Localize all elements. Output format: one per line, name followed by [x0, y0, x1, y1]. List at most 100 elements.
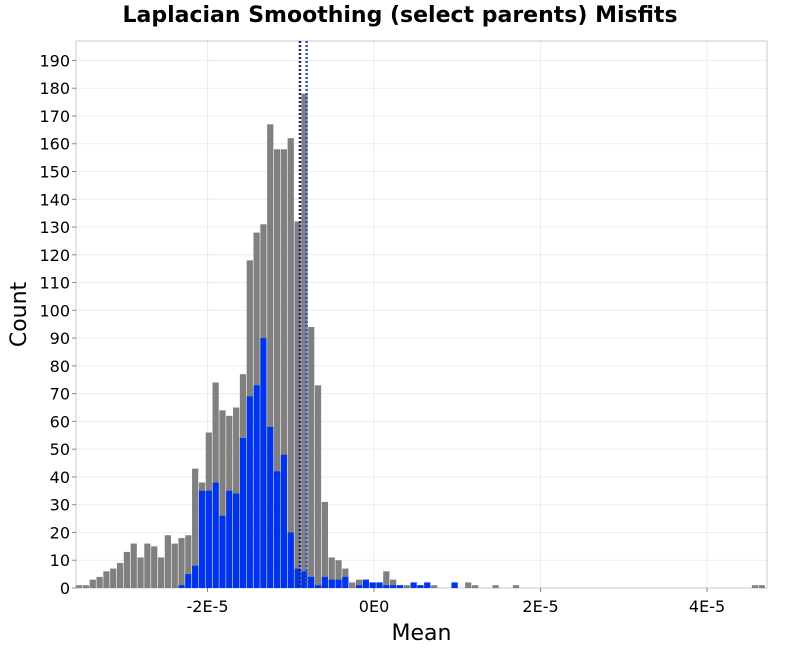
- bar-all: [192, 468, 199, 588]
- bar-selected: [239, 438, 247, 588]
- x-tick-label: 4E-5: [689, 597, 725, 616]
- bar-selected: [294, 568, 301, 588]
- bar-selected: [219, 515, 226, 588]
- bar-selected: [376, 582, 383, 588]
- bar-all: [171, 543, 178, 588]
- y-tick-label: 130: [39, 218, 70, 237]
- y-tick-label: 10: [50, 551, 70, 570]
- y-tick-label: 20: [50, 523, 70, 542]
- bar-all: [321, 501, 328, 588]
- bar-selected: [185, 574, 192, 588]
- series-all-bars: [76, 93, 765, 588]
- bar-selected: [301, 571, 308, 588]
- x-tick-label: 2E-5: [522, 597, 558, 616]
- bar-selected: [233, 493, 240, 588]
- bar-selected: [342, 576, 349, 588]
- x-tick-label: 0E0: [359, 597, 389, 616]
- x-axis-label: Mean: [392, 621, 452, 646]
- bar-selected: [287, 532, 294, 588]
- bar-selected: [328, 579, 335, 588]
- bar-selected: [321, 576, 328, 588]
- bar-all: [110, 568, 117, 588]
- bar-selected: [308, 576, 315, 588]
- bar-selected: [451, 582, 458, 588]
- bar-all: [308, 326, 315, 588]
- plot-area: [75, 40, 768, 589]
- y-tick-label: 100: [39, 301, 70, 320]
- y-tick-label: 0: [60, 579, 70, 598]
- bar-all: [758, 585, 765, 588]
- bar-selected: [267, 426, 274, 588]
- y-tick-label: 80: [50, 357, 70, 376]
- bar-all: [116, 563, 124, 588]
- bar-all: [96, 576, 103, 588]
- y-tick-label: 70: [50, 385, 70, 404]
- bar-all: [103, 571, 110, 588]
- bar-selected: [396, 585, 404, 588]
- bar-all: [123, 551, 131, 588]
- bar-all: [751, 585, 759, 588]
- bar-all: [267, 124, 274, 588]
- bar-selected: [253, 385, 260, 588]
- bar-all: [137, 557, 144, 588]
- y-tick-label: 150: [39, 163, 70, 182]
- bar-all: [280, 149, 288, 588]
- bar-selected: [362, 579, 369, 588]
- bar-all: [273, 149, 281, 588]
- mean-lines: [298, 41, 308, 588]
- bar-selected: [417, 585, 424, 588]
- y-tick-label: 50: [50, 440, 70, 459]
- bar-selected: [355, 585, 363, 588]
- bar-selected: [246, 396, 253, 588]
- bar-all: [492, 585, 499, 588]
- bar-selected: [280, 454, 288, 588]
- y-tick-label: 60: [50, 412, 70, 431]
- bar-all: [130, 543, 137, 588]
- series-selected-bars: [178, 338, 458, 588]
- y-tick-label: 170: [39, 107, 70, 126]
- y-tick-label: 90: [50, 329, 70, 348]
- bar-selected: [410, 582, 417, 588]
- bar-all: [76, 585, 83, 588]
- bar-selected: [273, 471, 281, 588]
- bar-all: [157, 557, 165, 588]
- bar-selected: [260, 338, 267, 588]
- chart-title: Laplacian Smoothing (select parents) Mis…: [122, 3, 678, 28]
- bar-selected: [205, 490, 212, 588]
- bar-all: [151, 546, 158, 588]
- bar-all: [301, 93, 308, 588]
- bar-all: [328, 557, 335, 588]
- y-tick-label: 40: [50, 468, 70, 487]
- bar-all: [471, 585, 479, 588]
- bar-selected: [198, 490, 206, 588]
- bar-selected: [335, 579, 342, 588]
- bar-selected: [314, 585, 322, 588]
- bar-all: [178, 538, 185, 588]
- bar-selected: [369, 582, 376, 588]
- bar-selected: [192, 565, 199, 588]
- bar-all: [294, 221, 301, 588]
- bar-all: [89, 579, 96, 588]
- bar-all: [185, 535, 192, 588]
- bar-all: [390, 579, 397, 588]
- bar-all: [335, 560, 342, 588]
- bar-all: [144, 543, 151, 588]
- y-tick-label: 30: [50, 496, 70, 515]
- y-tick-label: 110: [39, 274, 70, 293]
- bar-selected: [424, 582, 431, 588]
- bar-selected: [178, 585, 185, 588]
- bar-all: [287, 138, 294, 588]
- y-tick-label: 120: [39, 246, 70, 265]
- bar-selected: [226, 490, 233, 588]
- x-axis-ticks: -2E-5 0E0 2E-5 4E-5: [187, 588, 725, 616]
- y-axis-label: Count: [7, 281, 32, 347]
- bar-selected: [212, 482, 219, 588]
- bar-all: [219, 410, 226, 588]
- bar-all: [355, 579, 363, 588]
- bar-all: [403, 585, 410, 588]
- y-tick-label: 140: [39, 190, 70, 209]
- bar-all: [164, 535, 171, 588]
- y-tick-label: 190: [39, 51, 70, 70]
- bar-all: [512, 585, 520, 588]
